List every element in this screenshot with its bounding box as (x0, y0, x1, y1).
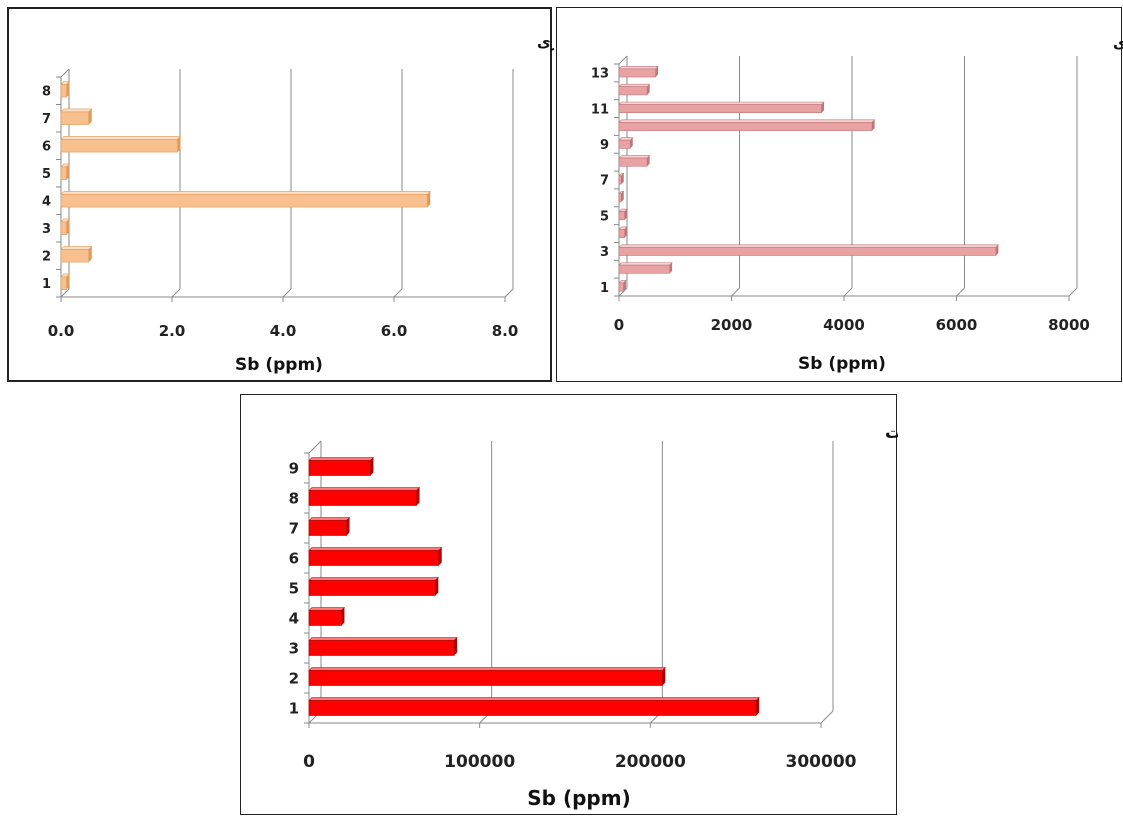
chart-b-floor-edge-3 (956, 287, 965, 297)
chart-b-floor-edge-4 (1068, 287, 1078, 297)
chart-b-bar-7 (618, 173, 625, 185)
chart-b-xtick-label-2: 4000 (823, 316, 865, 334)
chart-c-xtick-label-1: 100000 (444, 752, 515, 772)
chart-b-ytick-label-3: 3 (600, 245, 609, 260)
chart-a-ytick-label-1: 1 (42, 277, 51, 292)
chart-c-ytick-label-9: 9 (289, 459, 299, 477)
chart-c-svg: 1 2 3 4 5 6 7 8 9 0 100000 200000 300000 Sb (ppm) پ: ن… (289, 423, 898, 810)
chart-a-bar-5 (60, 163, 71, 180)
chart-a-bar-4 (60, 191, 432, 208)
chart-b-bar-12 (618, 83, 651, 96)
chart-a-bar-1 (60, 273, 71, 290)
chart-b-bar-9 (618, 137, 634, 149)
chart-c-floor-edge-3 (820, 710, 834, 724)
chart-c-bar-1 (308, 697, 760, 716)
chart-b-bar-5 (618, 208, 628, 221)
chart-a-x-axis-title: Sb (ppm) (235, 355, 323, 375)
chart-c-bar-5 (308, 577, 440, 596)
chart-a-bar-7 (60, 108, 93, 125)
chart-b-bar-8 (618, 155, 651, 167)
chart-c-bar-4 (308, 607, 346, 626)
chart-c-ytick-label-7: 7 (289, 519, 299, 537)
chart-c-ytick-label-4: 4 (289, 609, 299, 627)
chart-b-ytick-label-11: 11 (591, 102, 609, 117)
chart-a-floor-edge-0 (60, 288, 70, 298)
chart-c-ytick-label-6: 6 (289, 549, 299, 567)
chart-b-floor-edge-2 (843, 287, 853, 297)
chart-a-title: الف: نمونه های دور از محل کانی سازی (537, 33, 554, 51)
chart-a-xtick-label-0: 0.0 (48, 322, 75, 340)
chart-a-ytick-label-4: 4 (42, 194, 51, 209)
chart-a-floor-edge-2 (282, 288, 292, 298)
chart-b-xtick-label-4: 8000 (1048, 316, 1090, 334)
chart-a-bar-6 (60, 136, 182, 153)
chart-b-x-axis-title: Sb (ppm) (798, 354, 886, 374)
chart-c-ytick-label-3: 3 (289, 639, 299, 657)
chart-a-ytick-label-6: 6 (42, 139, 51, 154)
chart-panel-c: 1 2 3 4 5 6 7 8 9 0 100000 200000 300000 Sb (ppm) پ: ن… (240, 394, 898, 815)
chart-b-bar-4 (618, 226, 628, 238)
chart-b-bar-2 (618, 262, 673, 274)
chart-a-ytick-label-5: 5 (42, 167, 51, 182)
chart-a-floor-edge-4 (504, 288, 514, 298)
chart-a-ytick-label-8: 8 (42, 84, 51, 99)
chart-a-floor-edge-1 (171, 288, 181, 298)
chart-c-bar-2 (308, 667, 667, 686)
chart-c-bar-7 (308, 517, 351, 536)
chart-c-bar-6 (308, 547, 443, 566)
chart-b-ytick-label-13: 13 (591, 67, 609, 82)
chart-b-xtick-label-1: 2000 (711, 316, 753, 334)
chart-b-top-edge (618, 55, 628, 65)
chart-b-bar-1 (618, 280, 627, 292)
chart-c-xtick-label-0: 0 (303, 752, 315, 772)
chart-b-bar-11 (618, 101, 825, 114)
chart-c-ytick-label-1: 1 (289, 699, 299, 717)
chart-a-top-edge (60, 68, 70, 78)
chart-c-title: پ: نمونه های همراه با کانی سازی استیبنیت (885, 423, 898, 443)
chart-a-bar-3 (60, 218, 71, 235)
chart-a-ytick-label-2: 2 (42, 249, 51, 264)
chart-a-ytick-label-3: 3 (42, 222, 51, 237)
chart-b-bar-10 (618, 119, 876, 131)
chart-b-ytick-label-1: 1 (600, 281, 609, 296)
chart-b-bar-3 (618, 244, 1000, 256)
chart-c-x-axis-title: Sb (ppm) (527, 786, 630, 810)
chart-b-bar-13 (618, 66, 659, 78)
chart-b-ytick-label-9: 9 (600, 138, 609, 153)
chart-b-floor-edge-1 (731, 287, 740, 297)
chart-c-xtick-label-2: 200000 (615, 752, 686, 772)
chart-a-svg: 1 2 3 4 5 6 7 8 0.0 2.0 4.0 6.0 8.0 Sb (ppm) الف: نمون… (42, 33, 554, 375)
chart-c-bar-3 (308, 637, 458, 656)
chart-c-bar-8 (308, 487, 421, 506)
chart-a-xtick-label-4: 8.0 (492, 322, 519, 340)
chart-a-bar-8 (60, 81, 71, 98)
chart-c-ytick-label-5: 5 (289, 579, 299, 597)
chart-c-ytick-label-8: 8 (289, 489, 299, 507)
chart-c-bar-9 (308, 457, 375, 476)
chart-a-floor-edge-3 (393, 288, 403, 298)
chart-c-ytick-label-2: 2 (289, 669, 299, 687)
chart-b-floor-edge-0 (618, 287, 628, 297)
chart-b-xtick-label-0: 0 (614, 316, 624, 334)
chart-b-title: ب: نمونه های نزدیک به محل کانی سازی (1113, 34, 1123, 52)
chart-a-xtick-label-1: 2.0 (159, 322, 186, 340)
chart-a-bar-2 (60, 246, 93, 263)
chart-b-xtick-label-3: 6000 (936, 316, 978, 334)
chart-b-ytick-label-5: 5 (600, 209, 609, 224)
chart-c-top-edge (308, 440, 322, 454)
chart-a-xtick-label-3: 6.0 (381, 322, 408, 340)
chart-b-bar-6 (618, 190, 625, 203)
chart-b-ytick-label-7: 7 (600, 174, 609, 189)
chart-a-ytick-label-7: 7 (42, 112, 51, 127)
chart-c-xtick-label-3: 300000 (786, 752, 857, 772)
chart-a-xtick-label-2: 4.0 (270, 322, 297, 340)
chart-panel-a: 1 2 3 4 5 6 7 8 0.0 2.0 4.0 6.0 8.0 Sb (ppm) الف: نمون… (7, 7, 554, 382)
